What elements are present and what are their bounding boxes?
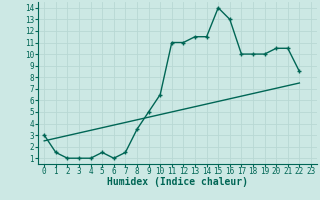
X-axis label: Humidex (Indice chaleur): Humidex (Indice chaleur) [107, 177, 248, 187]
